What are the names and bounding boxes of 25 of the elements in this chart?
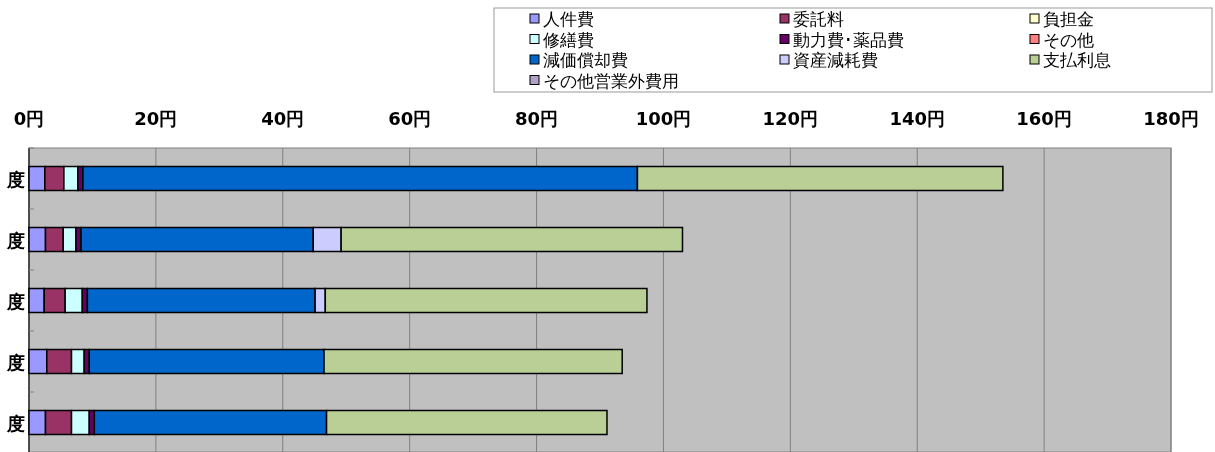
legend-label: その他 [1043, 29, 1094, 50]
x-tick-label: 0円 [13, 108, 45, 129]
x-tick-label: 140円 [889, 108, 946, 129]
legend-label: 人件費 [543, 9, 594, 29]
y-tick-label: 度 [6, 229, 25, 251]
x-tick-label: 160円 [1016, 108, 1072, 129]
legend-label: 修繕費 [543, 29, 594, 50]
legend-label: 委託料 [793, 9, 844, 29]
legend-label: 支払利息 [1043, 50, 1111, 70]
legend-label: 資産減耗費 [793, 50, 878, 70]
x-tick-label: 20円 [134, 108, 178, 129]
x-tick-label: 180円 [1143, 108, 1199, 129]
x-tick-label: 60円 [388, 108, 432, 129]
legend-label: 減価償却費 [543, 50, 628, 70]
legend-label: 負担金 [1043, 9, 1094, 29]
x-tick-label: 100円 [635, 108, 692, 129]
y-tick-label: 度 [6, 290, 25, 312]
y-tick-label: 度 [6, 351, 25, 373]
y-tick-label: 度 [6, 412, 25, 434]
y-tick-label: 度 [6, 168, 25, 190]
legend-label: 動力費･薬品費 [793, 29, 904, 50]
legend-label: その他営業外費用 [543, 70, 679, 91]
x-tick-label: 120円 [762, 108, 819, 129]
x-tick-label: 80円 [515, 108, 559, 129]
x-tick-label: 40円 [261, 108, 305, 129]
